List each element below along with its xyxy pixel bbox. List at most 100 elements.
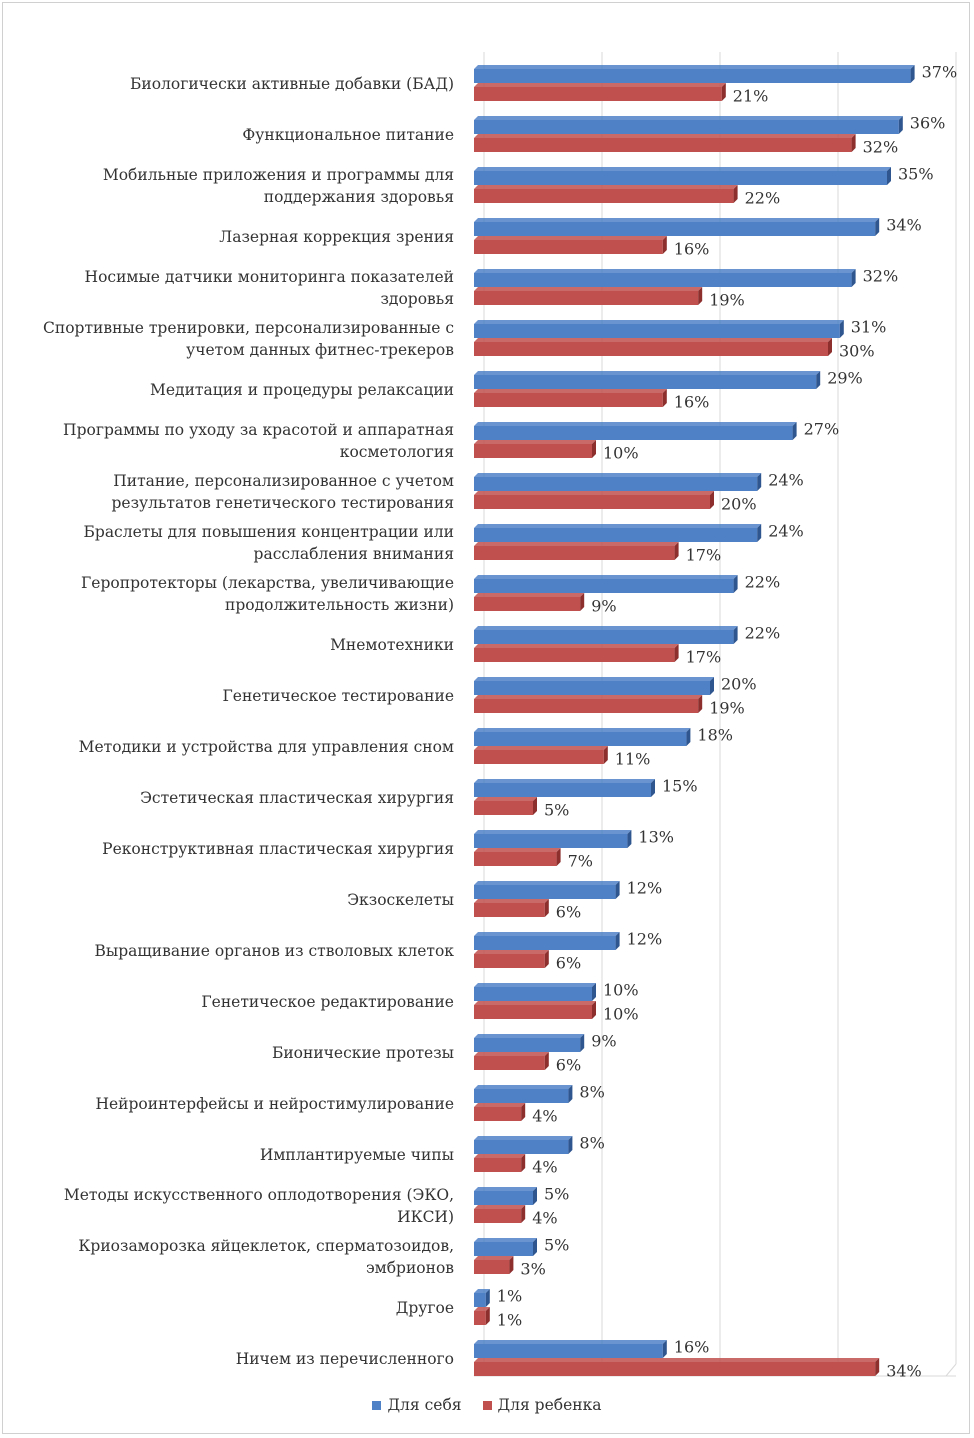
- bar-child-23: [474, 1256, 514, 1274]
- bar-self-6-side: [816, 371, 821, 389]
- value-label-child-23: 3%: [520, 1260, 545, 1279]
- bar-child-20-top: [474, 1103, 526, 1107]
- bar-self-1-top: [474, 116, 903, 120]
- bar-child-7-front: [474, 444, 592, 458]
- bar-self-17-front: [474, 936, 616, 950]
- value-label-self-16: 12%: [627, 879, 663, 898]
- category-label-16: Экзоскелеты: [347, 891, 454, 909]
- value-label-self-1: 36%: [910, 114, 946, 133]
- category-label-17: Выращивание органов из стволовых клеток: [94, 942, 454, 960]
- bar-child-12: [474, 695, 703, 713]
- value-label-child-17: 6%: [556, 954, 581, 973]
- bar-child-12-top: [474, 695, 703, 699]
- bar-self-25-front: [474, 1344, 663, 1358]
- bar-self-1-side: [898, 116, 903, 134]
- bar-self-4-top: [474, 269, 856, 273]
- bar-self-17-side: [615, 932, 620, 950]
- bar-child-6-front: [474, 393, 663, 407]
- category-label-19: Бионические протезы: [271, 1044, 454, 1062]
- bar-child-5-front: [474, 342, 828, 356]
- category-label-10: Геропротекторы (лекарства, увеличивающие…: [81, 574, 454, 614]
- value-label-self-10: 22%: [745, 573, 781, 592]
- value-label-self-2: 35%: [898, 165, 934, 184]
- category-label-22: Методы искусственного оплодотворения (ЭК…: [63, 1186, 454, 1226]
- value-label-child-16: 6%: [556, 903, 581, 922]
- bar-child-9-side: [674, 542, 679, 560]
- bar-child-19: [474, 1052, 549, 1070]
- bar-child-14: [474, 797, 537, 815]
- bar-child-17-top: [474, 950, 549, 954]
- value-label-self-14: 15%: [662, 777, 698, 796]
- bar-self-5-front: [474, 324, 840, 338]
- bar-child-6: [474, 389, 667, 407]
- bar-child-16-side: [544, 899, 549, 917]
- bar-child-13-top: [474, 746, 608, 750]
- bar-self-9-side: [757, 524, 762, 542]
- bar-self-15-front: [474, 834, 628, 848]
- bar-self-7-side: [792, 422, 797, 440]
- bar-self-23-front: [474, 1242, 533, 1256]
- bar-child-8: [474, 491, 714, 509]
- bar-self-16-front: [474, 885, 616, 899]
- legend-label-self: Для себя: [387, 1396, 462, 1414]
- legend: Для себя Для ребенка: [0, 1396, 974, 1414]
- category-label-14: Эстетическая пластическая хирургия: [140, 789, 454, 807]
- bar-child-10-side: [580, 593, 585, 611]
- bar-self-20-front: [474, 1089, 569, 1103]
- bar-self-25-top: [474, 1340, 667, 1344]
- bar-child-18: [474, 1001, 596, 1019]
- bar-self-17: [474, 932, 620, 950]
- category-label-23: Криозаморозка яйцеклеток, сперматозоидов…: [78, 1237, 454, 1277]
- bar-child-2-side: [733, 185, 738, 203]
- bar-self-21-top: [474, 1136, 573, 1140]
- category-label-20: Нейроинтерфейсы и нейростимулирование: [95, 1095, 454, 1113]
- category-label-12: Генетическое тестирование: [222, 687, 454, 705]
- bar-self-4-front: [474, 273, 852, 287]
- value-label-child-14: 5%: [544, 801, 569, 820]
- bar-child-5: [474, 338, 832, 356]
- value-label-child-20: 4%: [532, 1107, 557, 1126]
- bar-child-4-top: [474, 287, 703, 291]
- bar-child-14-top: [474, 797, 537, 801]
- bar-self-18-front: [474, 987, 592, 1001]
- bar-self-25-side: [662, 1340, 667, 1358]
- bar-child-24-front: [474, 1311, 486, 1325]
- bar-child-6-side: [662, 389, 667, 407]
- bar-self-10: [474, 575, 738, 593]
- bar-child-21-top: [474, 1154, 526, 1158]
- bar-self-10-top: [474, 575, 738, 579]
- category-label-2: Мобильные приложения и программы для под…: [102, 166, 454, 206]
- bar-self-18: [474, 983, 596, 1001]
- bar-child-11-top: [474, 644, 679, 648]
- bar-self-24: [474, 1289, 490, 1307]
- bar-child-9-top: [474, 542, 679, 546]
- value-label-self-12: 20%: [721, 675, 757, 694]
- value-label-self-4: 32%: [863, 267, 899, 286]
- category-label-25: Ничем из перечисленного: [235, 1350, 454, 1368]
- bar-self-3: [474, 218, 880, 236]
- bar-self-23-side: [533, 1238, 537, 1256]
- bar-self-13-front: [474, 732, 687, 746]
- bar-child-11-side: [674, 644, 679, 662]
- bar-self-8-front: [474, 477, 758, 491]
- bar-self-12-front: [474, 681, 710, 695]
- bar-self-5-side: [839, 320, 844, 338]
- bar-child-22-top: [474, 1205, 526, 1209]
- bar-self-6-top: [474, 371, 821, 375]
- value-label-self-11: 22%: [745, 624, 781, 643]
- bar-self-19: [474, 1034, 585, 1052]
- bar-child-0: [474, 83, 726, 101]
- bar-child-15-front: [474, 852, 557, 866]
- bar-self-21: [474, 1136, 573, 1154]
- value-label-self-22: 5%: [544, 1185, 569, 1204]
- bar-self-15-top: [474, 830, 632, 834]
- bar-self-19-top: [474, 1034, 585, 1038]
- bar-self-14-top: [474, 779, 655, 783]
- bar-child-24-side: [485, 1307, 490, 1325]
- category-label-5: Спортивные тренировки, персонализированн…: [43, 319, 454, 359]
- bar-child-4-side: [698, 287, 703, 305]
- value-label-child-6: 16%: [674, 393, 710, 412]
- bar-child-16: [474, 899, 549, 917]
- bar-self-13-top: [474, 728, 691, 732]
- bar-child-4: [474, 287, 703, 305]
